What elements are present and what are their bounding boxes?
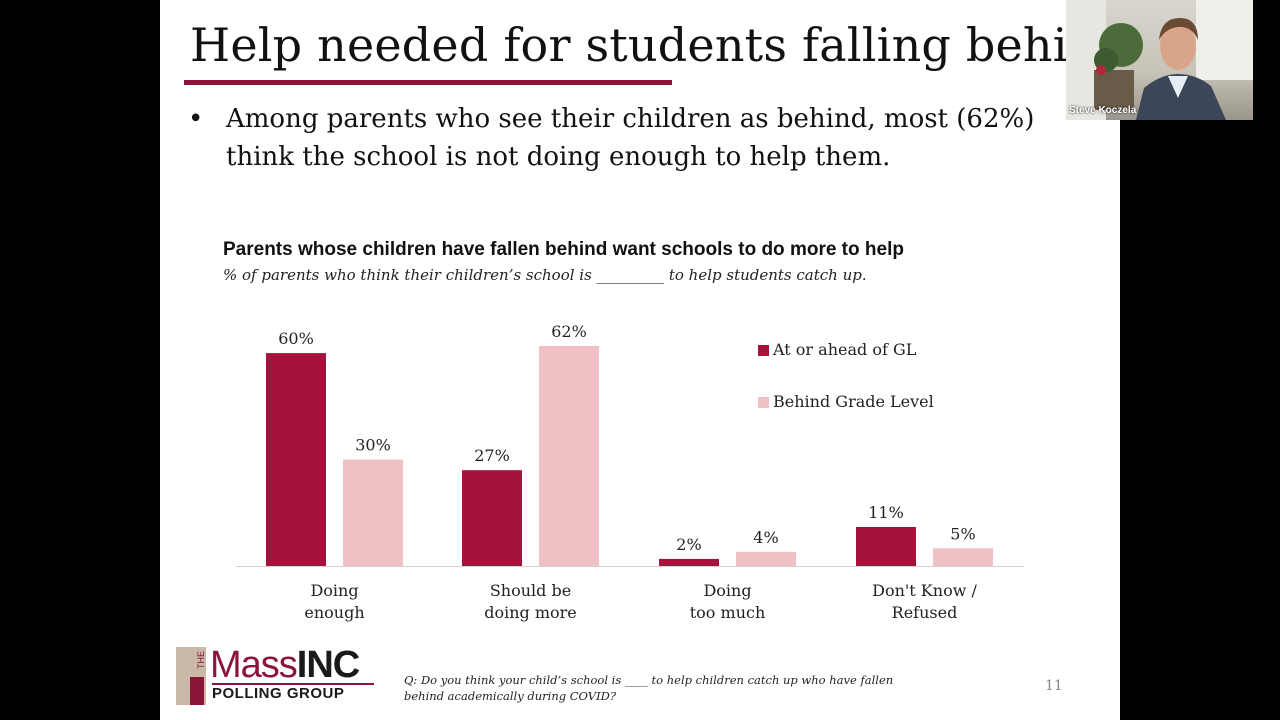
bar-at-or-ahead-1 — [462, 470, 522, 566]
person-shirt — [1168, 76, 1188, 98]
shelf — [1094, 70, 1134, 110]
page-number: 11 — [1045, 678, 1063, 694]
bar-at-or-ahead-0 — [266, 353, 326, 566]
person-face — [1160, 22, 1196, 70]
logo-mass-text: Mass — [210, 644, 298, 686]
bar-chart: 60% 30% 27% 62% 2% 4% 11% 5% — [236, 322, 1024, 567]
title-underline — [184, 80, 672, 85]
plant-flower — [1096, 65, 1106, 75]
bar-behind-2 — [736, 551, 796, 566]
data-label-at-or-ahead-2: 2% — [676, 535, 701, 554]
bar-at-or-ahead-2 — [659, 558, 719, 566]
category-label-3: Don't Know / Refused — [872, 581, 977, 622]
legend-swatch-at-or-ahead — [758, 345, 769, 356]
person-hair — [1159, 18, 1198, 40]
logo-rule — [212, 683, 374, 685]
data-label-behind-1: 62% — [551, 322, 587, 341]
chart-title: Parents whose children have fallen behin… — [223, 239, 904, 260]
participant-name: Steve Koczela — [1069, 105, 1137, 116]
data-label-at-or-ahead-3: 11% — [868, 503, 904, 522]
logo-accent-bar — [190, 677, 204, 705]
bar-behind-1 — [539, 346, 599, 566]
data-label-behind-0: 30% — [355, 436, 391, 455]
data-label-behind-2: 4% — [753, 528, 778, 547]
category-label-0: Doing enough — [304, 581, 365, 622]
data-label-at-or-ahead-0: 60% — [278, 329, 314, 348]
legend-item-behind: Behind Grade Level — [758, 392, 934, 411]
logo-inc-text: INC — [296, 644, 360, 686]
window-right — [1196, 0, 1253, 80]
data-label-behind-3: 5% — [950, 524, 975, 543]
bar-at-or-ahead-3 — [856, 526, 916, 566]
bullet-text: Among parents who see their children as … — [226, 104, 1035, 172]
legend-item-at-or-ahead: At or ahead of GL — [758, 340, 916, 359]
legend-label-at-or-ahead: At or ahead of GL — [773, 340, 917, 359]
slide-title: Help needed for students falling behind — [190, 18, 1120, 72]
logo-wordmark: MassINC — [210, 643, 360, 687]
legend-label-behind: Behind Grade Level — [773, 392, 934, 411]
person-suit — [1136, 74, 1226, 120]
survey-question-footnote: Q: Do you think your child’s school is _… — [404, 673, 894, 703]
category-label-1: Should be doing more — [484, 581, 577, 622]
bar-behind-3 — [933, 548, 993, 566]
legend-swatch-behind — [758, 397, 769, 408]
chart-subtitle: % of parents who think their children’s … — [223, 266, 867, 284]
participant-video-tile[interactable]: Steve Koczela — [1066, 0, 1253, 120]
category-label-2: Doing too much — [689, 581, 766, 622]
participant-video-feed — [1066, 0, 1253, 120]
logo-the-text: THE — [196, 651, 206, 669]
logo-subtitle: POLLING GROUP — [212, 685, 345, 702]
bullet-dot: • — [188, 104, 204, 134]
slide: Help needed for students falling behind … — [160, 0, 1120, 720]
massinc-logo: THE MassINC POLLING GROUP — [176, 644, 376, 707]
bar-behind-0 — [343, 459, 403, 566]
data-label-at-or-ahead-1: 27% — [474, 446, 510, 465]
